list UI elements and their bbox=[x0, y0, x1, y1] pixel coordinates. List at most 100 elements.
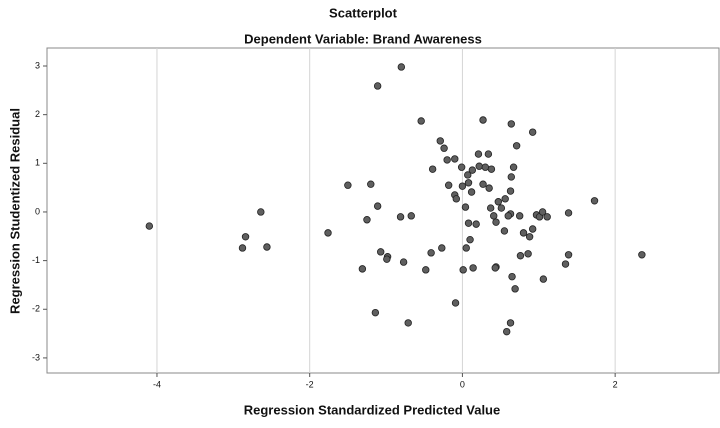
point bbox=[467, 236, 474, 243]
point bbox=[418, 118, 425, 125]
point bbox=[525, 251, 532, 258]
point bbox=[516, 213, 523, 220]
point bbox=[591, 197, 598, 204]
point bbox=[485, 151, 492, 158]
point bbox=[452, 300, 459, 307]
point bbox=[529, 129, 536, 136]
point bbox=[475, 151, 482, 158]
point bbox=[486, 185, 493, 192]
point bbox=[544, 214, 551, 221]
point bbox=[505, 213, 512, 220]
point bbox=[469, 167, 476, 174]
point bbox=[502, 196, 509, 203]
point bbox=[510, 164, 517, 171]
point bbox=[463, 245, 470, 252]
point bbox=[372, 309, 379, 316]
x-tick-label: -2 bbox=[306, 379, 314, 389]
point bbox=[437, 138, 444, 145]
point bbox=[490, 213, 497, 220]
point bbox=[512, 286, 519, 293]
point bbox=[565, 251, 572, 258]
point bbox=[540, 276, 547, 283]
point bbox=[428, 250, 435, 257]
y-tick-label: -3 bbox=[32, 352, 40, 362]
point bbox=[529, 226, 536, 233]
point bbox=[462, 204, 469, 211]
point bbox=[400, 259, 407, 266]
point bbox=[429, 166, 436, 173]
chart: Scatterplot Dependent Variable: Brand Aw… bbox=[0, 0, 720, 423]
point bbox=[264, 244, 271, 251]
point bbox=[480, 117, 487, 124]
point bbox=[408, 213, 415, 220]
y-tick-label: 2 bbox=[35, 109, 40, 119]
y-tick-label: 3 bbox=[35, 60, 40, 70]
point bbox=[364, 216, 371, 223]
point bbox=[565, 210, 572, 217]
point bbox=[487, 205, 494, 212]
plot-frame bbox=[47, 48, 719, 373]
point bbox=[239, 245, 246, 252]
point bbox=[367, 181, 374, 188]
point bbox=[480, 181, 487, 188]
y-tick-label: -1 bbox=[32, 255, 40, 265]
point bbox=[493, 219, 500, 226]
point bbox=[325, 230, 332, 237]
point bbox=[473, 221, 480, 228]
point bbox=[507, 188, 514, 195]
point bbox=[398, 64, 405, 71]
y-tick-label: 1 bbox=[35, 158, 40, 168]
point bbox=[444, 157, 451, 164]
point bbox=[359, 266, 366, 273]
point bbox=[384, 256, 391, 263]
x-tick-label: -4 bbox=[153, 379, 161, 389]
point bbox=[520, 230, 527, 237]
point bbox=[465, 220, 472, 227]
point bbox=[439, 245, 446, 252]
point bbox=[495, 198, 502, 205]
point bbox=[146, 223, 153, 230]
point bbox=[476, 163, 483, 170]
point bbox=[526, 233, 533, 240]
x-axis-title: Regression Standardized Predicted Value bbox=[244, 402, 500, 417]
point bbox=[639, 251, 646, 258]
chart-subtitle: Dependent Variable: Brand Awareness bbox=[244, 31, 482, 46]
point bbox=[465, 179, 472, 186]
point bbox=[377, 249, 384, 256]
point bbox=[562, 261, 569, 268]
point bbox=[513, 142, 520, 149]
point bbox=[458, 164, 465, 171]
x-tick-label: 0 bbox=[460, 379, 465, 389]
point bbox=[397, 214, 404, 221]
point bbox=[405, 320, 412, 327]
point bbox=[498, 205, 505, 212]
point bbox=[451, 156, 458, 163]
point bbox=[508, 174, 515, 181]
point bbox=[453, 196, 460, 203]
point bbox=[508, 121, 515, 128]
point bbox=[470, 265, 477, 272]
y-tick-label: -2 bbox=[32, 304, 40, 314]
point bbox=[482, 164, 489, 171]
point bbox=[517, 252, 524, 259]
point bbox=[422, 267, 429, 274]
point bbox=[460, 267, 467, 274]
point bbox=[492, 265, 499, 272]
point bbox=[509, 273, 516, 280]
y-axis-title: Regression Studentized Residual bbox=[7, 108, 22, 314]
point bbox=[488, 166, 495, 173]
point bbox=[242, 233, 249, 240]
point bbox=[345, 182, 352, 189]
chart-title: Scatterplot bbox=[329, 5, 398, 20]
x-tick-label: 2 bbox=[613, 379, 618, 389]
point bbox=[445, 182, 452, 189]
y-tick-label: 0 bbox=[35, 206, 40, 216]
point bbox=[258, 209, 265, 216]
point bbox=[374, 83, 381, 90]
point bbox=[459, 183, 466, 190]
point bbox=[503, 328, 510, 335]
point bbox=[441, 145, 448, 152]
point bbox=[374, 203, 381, 210]
point bbox=[501, 228, 508, 235]
point bbox=[507, 320, 514, 327]
